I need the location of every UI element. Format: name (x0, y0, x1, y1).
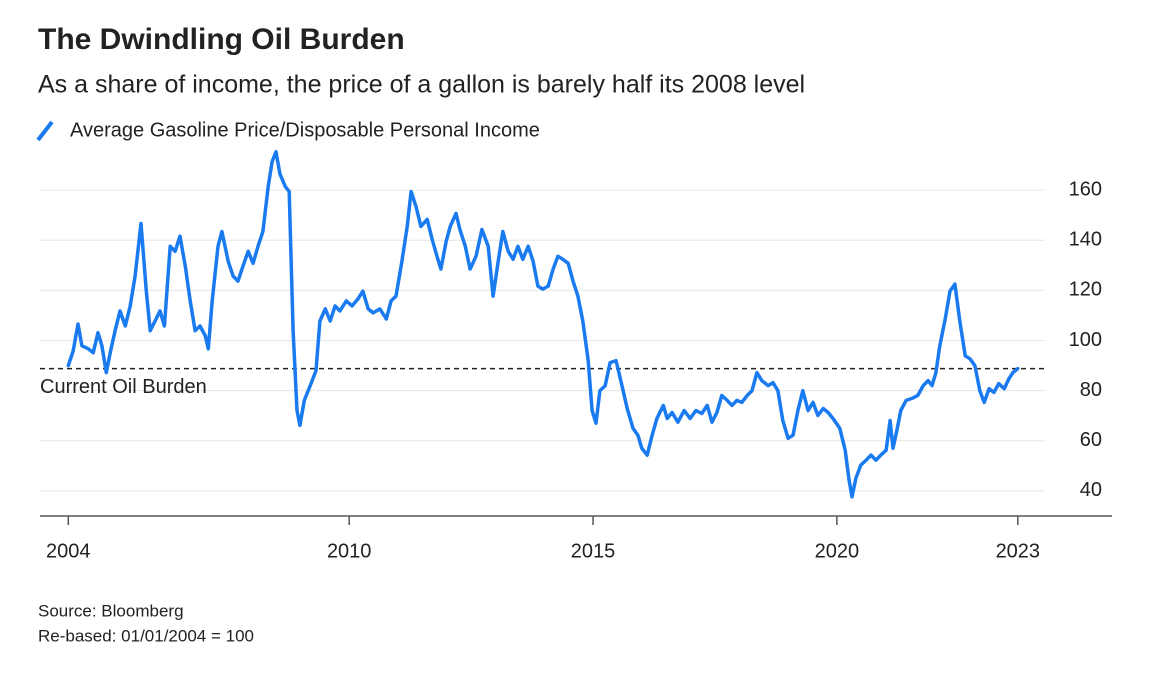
y-tick-label: 120 (1069, 279, 1102, 301)
y-tick-label: 140 (1069, 229, 1102, 251)
chart-subtitle: As a share of income, the price of a gal… (38, 71, 805, 99)
x-tick-label: 2010 (327, 540, 372, 562)
x-tick-label: 2023 (996, 540, 1041, 562)
y-tick-label: 60 (1080, 429, 1102, 451)
y-tick-label: 100 (1069, 329, 1102, 351)
data-line (66, 150, 1020, 499)
x-tick-label: 2020 (815, 540, 860, 562)
chart-title: The Dwindling Oil Burden (38, 23, 405, 56)
y-tick-label: 160 (1069, 178, 1102, 200)
source: Source: Bloomberg (38, 601, 184, 620)
x-tick-label: 2004 (46, 540, 91, 562)
legend-label: Average Gasoline Price/Disposable Person… (70, 119, 540, 141)
reference-label: Current Oil Burden (40, 376, 207, 398)
note: Re-based: 01/01/2004 = 100 (38, 626, 254, 645)
y-tick-label: 40 (1080, 479, 1102, 501)
legend-swatch (36, 120, 54, 142)
y-tick-label: 80 (1080, 379, 1102, 401)
x-tick-label: 2015 (571, 540, 616, 562)
